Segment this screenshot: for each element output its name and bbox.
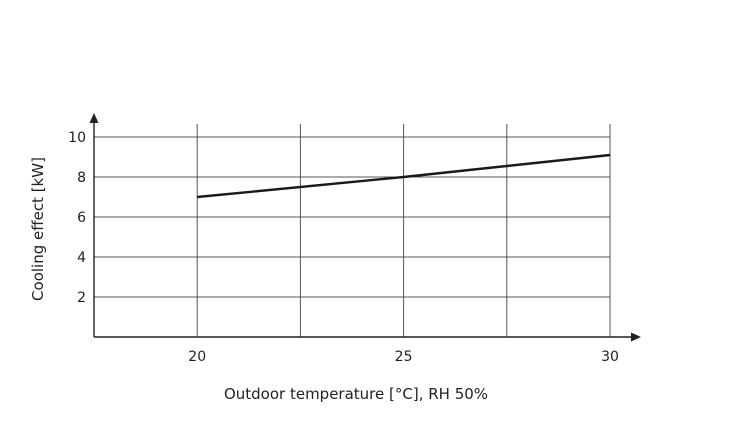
grid — [94, 124, 611, 337]
x-tick-label: 25 — [395, 349, 413, 365]
series — [197, 153, 611, 199]
y-tick-label: 4 — [77, 250, 86, 266]
y-tick-label: 2 — [77, 290, 86, 306]
y-axis-arrow — [89, 113, 99, 123]
y-axis-title: Cooling effect [kW] — [29, 157, 47, 301]
tick-labels: 2 4 6 8 10 20 25 30 — [68, 130, 619, 365]
axes — [89, 113, 641, 342]
x-axis-title: Outdoor temperature [°C], RH 50% — [224, 385, 488, 403]
y-tick-label: 8 — [77, 170, 86, 186]
x-axis-arrow — [631, 332, 641, 342]
x-tick-label: 20 — [188, 349, 206, 365]
series-line — [197, 153, 611, 199]
y-tick-label: 6 — [77, 210, 86, 226]
x-tick-label: 30 — [601, 349, 619, 365]
y-tick-label: 10 — [68, 130, 86, 146]
